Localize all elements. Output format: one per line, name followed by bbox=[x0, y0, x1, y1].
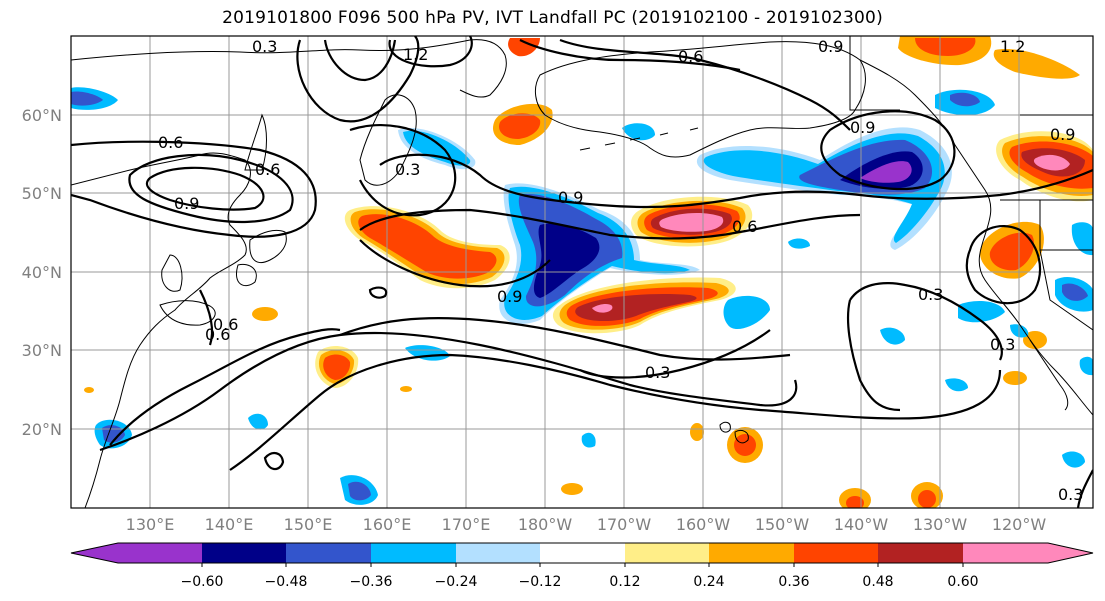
colorbar-segment bbox=[878, 543, 963, 563]
colorbar-tick-label: −0.48 bbox=[265, 574, 308, 590]
colorbar-labels: −0.60 −0.48 −0.36 −0.24 −0.12 0.12 0.24 … bbox=[181, 574, 979, 590]
positive-anomaly-small-dots bbox=[84, 307, 1047, 508]
colorbar-tick-label: 0.24 bbox=[693, 574, 724, 590]
colorbar-segment bbox=[709, 543, 794, 563]
contour-label: 1.2 bbox=[403, 45, 428, 64]
colorbar-segment bbox=[963, 543, 1048, 563]
positive-anomaly-top bbox=[508, 38, 540, 57]
lon-label: 170°E bbox=[442, 515, 491, 534]
positive-anomaly-southcentral bbox=[552, 277, 736, 334]
lon-label: 170°W bbox=[597, 515, 652, 534]
contour-label: 0.9 bbox=[818, 37, 843, 56]
colorbar-segment bbox=[118, 543, 202, 563]
colorbar-tick-label: −0.60 bbox=[181, 574, 224, 590]
colorbar-segment bbox=[540, 543, 625, 563]
lon-label: 160°E bbox=[363, 515, 412, 534]
map-title: 2019101800 F096 500 hPa PV, IVT Landfall… bbox=[222, 8, 883, 28]
lat-label: 50°N bbox=[22, 184, 62, 203]
contour-label: 0.3 bbox=[918, 285, 943, 304]
lon-label: 140°E bbox=[205, 515, 254, 534]
contour-label: 0.9 bbox=[1050, 125, 1075, 144]
contour-label: 1.2 bbox=[1000, 37, 1025, 56]
colorbar-outline bbox=[70, 542, 1094, 564]
contour-label: 0.9 bbox=[850, 118, 875, 137]
contour-label: 0.9 bbox=[174, 194, 199, 213]
colorbar-segment bbox=[794, 543, 878, 563]
lon-label: 140°W bbox=[834, 515, 889, 534]
contour-label: 0.6 bbox=[158, 133, 183, 152]
lon-label: 180°W bbox=[518, 515, 573, 534]
negative-anomaly-kamchatka bbox=[398, 128, 476, 170]
positive-anomaly-north bbox=[492, 103, 553, 145]
ivt-contours bbox=[71, 36, 1093, 508]
lon-label: 150°W bbox=[755, 515, 810, 534]
colorbar-tick-label: −0.36 bbox=[350, 574, 393, 590]
contour-label: 0.6 bbox=[213, 315, 238, 334]
positive-anomaly-alaska bbox=[898, 36, 1080, 79]
lat-label: 40°N bbox=[22, 263, 62, 282]
colorbar-segment bbox=[202, 543, 286, 563]
contour-label: 0.3 bbox=[395, 160, 420, 179]
colorbar-segment bbox=[286, 543, 371, 563]
colorbar-segment bbox=[456, 543, 540, 563]
contour-label: 0.3 bbox=[1058, 485, 1083, 504]
colorbar-tick-label: 0.60 bbox=[947, 574, 978, 590]
lat-label: 20°N bbox=[22, 420, 62, 439]
lat-label: 30°N bbox=[22, 341, 62, 360]
contour-label: 0.6 bbox=[732, 217, 757, 236]
contour-label: 0.6 bbox=[678, 47, 703, 66]
contour-label: 0.9 bbox=[497, 287, 522, 306]
lon-label: 160°W bbox=[676, 515, 731, 534]
colorbar-extend-min bbox=[71, 543, 118, 563]
negative-anomaly-northeast bbox=[696, 127, 952, 250]
lat-label: 60°N bbox=[22, 106, 62, 125]
positive-anomaly-east bbox=[996, 131, 1093, 202]
lon-label: 120°W bbox=[992, 515, 1047, 534]
contour-labels: 0.3 1.2 0.6 0.9 0.6 0.9 0.6 0.9 1.2 0.9 … bbox=[158, 37, 1083, 504]
latitude-labels: 60°N 50°N 40°N 30°N 20°N bbox=[22, 106, 62, 439]
colorbar bbox=[70, 542, 1094, 567]
longitude-labels: 130°E 140°E 150°E 160°E 170°E 180°W 170°… bbox=[126, 515, 1047, 534]
colorbar-tick-label: −0.12 bbox=[519, 574, 562, 590]
contour-label: 0.3 bbox=[990, 335, 1015, 354]
contour-label: 0.6 bbox=[205, 325, 230, 344]
colorbar-extend-max bbox=[1048, 543, 1093, 563]
colorbar-tick-label: 0.12 bbox=[609, 574, 640, 590]
contour-label: 0.3 bbox=[645, 363, 670, 382]
colorbar-segment bbox=[371, 543, 456, 563]
contour-label: 0.3 bbox=[252, 37, 277, 56]
colorbar-tick-label: 0.48 bbox=[862, 574, 893, 590]
colorbar-tick-label: 0.36 bbox=[778, 574, 809, 590]
lon-label: 150°E bbox=[284, 515, 333, 534]
lon-label: 130°E bbox=[126, 515, 175, 534]
map-frame bbox=[70, 35, 1094, 509]
map-content: 0.3 1.2 0.6 0.9 0.6 0.9 0.6 0.9 1.2 0.9 … bbox=[71, 36, 1093, 508]
lon-label: 130°W bbox=[913, 515, 968, 534]
coastlines bbox=[71, 36, 1093, 508]
contour-label: 0.9 bbox=[558, 188, 583, 207]
graticule bbox=[71, 36, 1093, 508]
colorbar-tick-label: −0.24 bbox=[435, 574, 478, 590]
colorbar-segment bbox=[625, 543, 709, 563]
negative-anomaly-gulf bbox=[622, 123, 655, 141]
contour-label: 0.6 bbox=[255, 160, 280, 179]
